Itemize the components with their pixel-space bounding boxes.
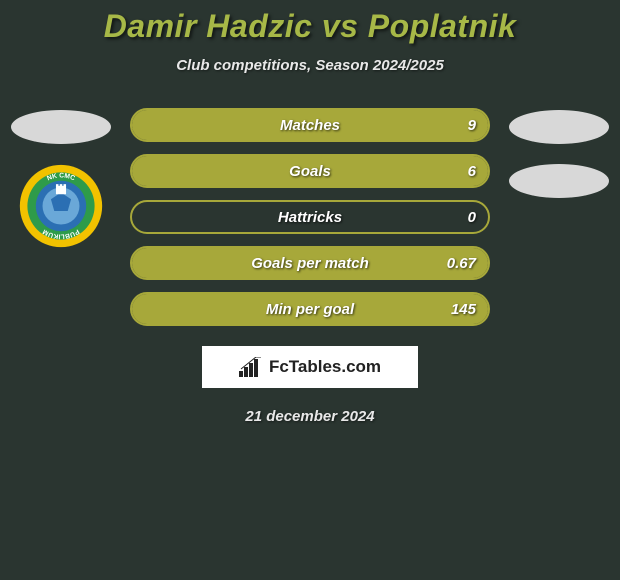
player-avatar-placeholder [509,110,609,144]
stat-right-value: 0 [468,202,476,232]
stat-label: Goals per match [132,248,488,278]
branding-text: FcTables.com [269,357,381,377]
stat-right-value: 145 [451,294,476,324]
stat-bar: Min per goal 145 [130,292,490,326]
stat-label: Matches [132,110,488,140]
stat-bar: Goals 6 [130,154,490,188]
club-badge: NK CMC PUBLIKUM [19,164,103,253]
footer-date: 21 december 2024 [0,408,620,425]
stat-bar: Hattricks 0 [130,200,490,234]
stat-label: Hattricks [132,202,488,232]
bar-chart-icon [239,357,263,377]
main-row: NK CMC PUBLIKUM Matches 9 Goals 6 [0,108,620,326]
subtitle: Club competitions, Season 2024/2025 [0,57,620,74]
player-avatar-placeholder [11,110,111,144]
comparison-card: Damir Hadzic vs Poplatnik Club competiti… [0,0,620,425]
left-player-column: NK CMC PUBLIKUM [6,108,116,253]
page-title: Damir Hadzic vs Poplatnik [0,8,620,45]
stat-bar: Matches 9 [130,108,490,142]
club-badge-icon: NK CMC PUBLIKUM [19,164,103,248]
stat-right-value: 6 [468,156,476,186]
stat-label: Goals [132,156,488,186]
stats-column: Matches 9 Goals 6 Hattricks 0 Goals per … [116,108,504,326]
stat-bar: Goals per match 0.67 [130,246,490,280]
club-badge-placeholder [509,164,609,198]
branding-box: FcTables.com [202,346,418,388]
stat-label: Min per goal [132,294,488,324]
stat-right-value: 0.67 [447,248,476,278]
stat-right-value: 9 [468,110,476,140]
right-player-column [504,108,614,198]
